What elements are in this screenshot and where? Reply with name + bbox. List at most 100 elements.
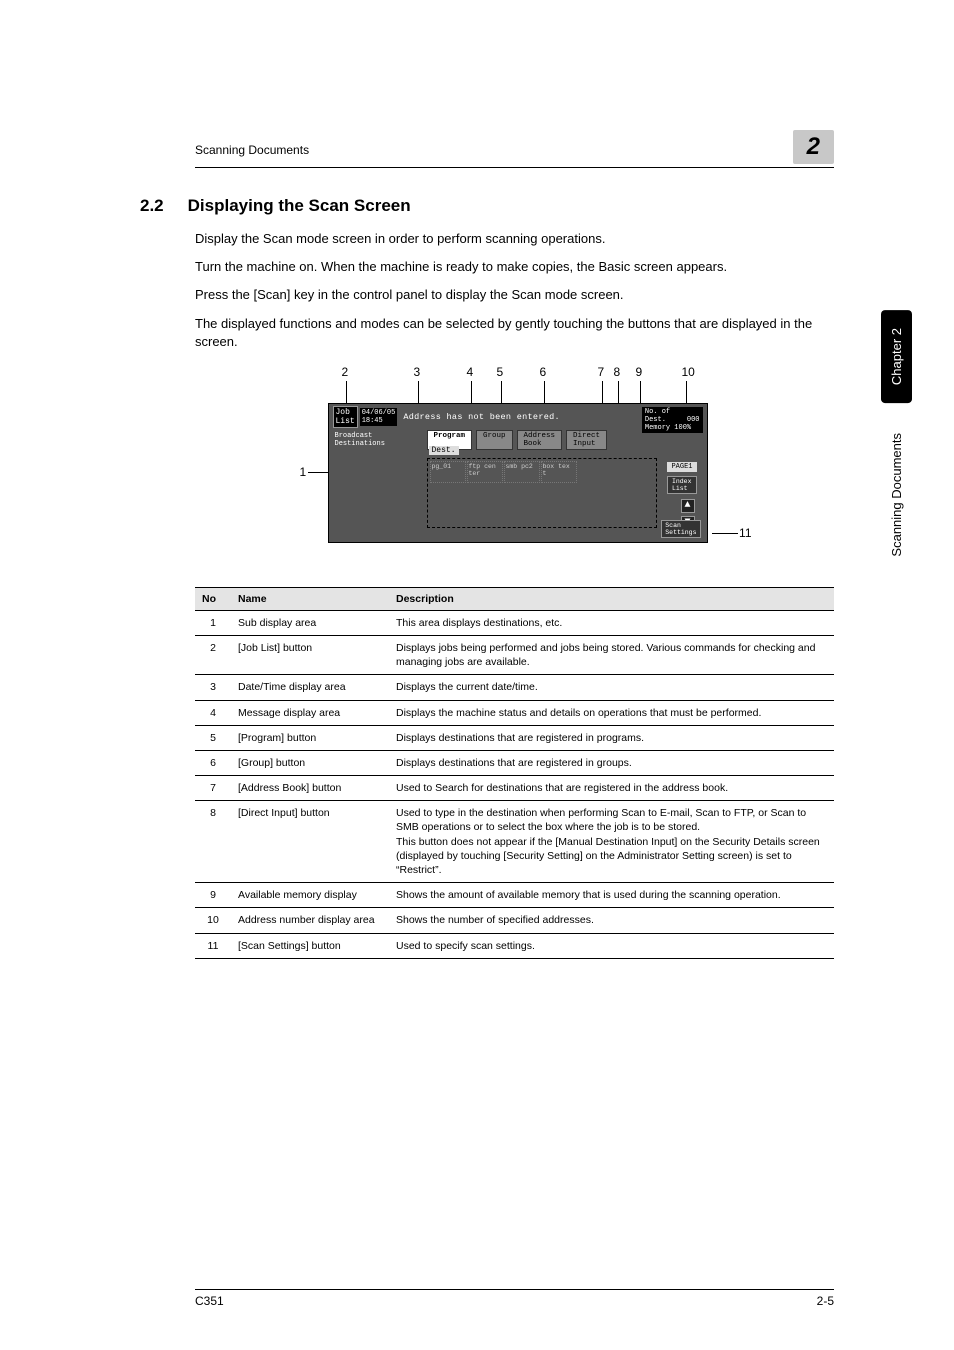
callout-11-line: [712, 533, 738, 534]
cell-no: 5: [195, 725, 231, 750]
cell-desc: Displays the machine status and details …: [389, 700, 834, 725]
job-list-button[interactable]: Job List: [333, 406, 358, 428]
scan-screen-diagram: 2345678910 1 11 Job List 04/06/05 18:45 …: [300, 365, 730, 565]
tab-direct-input[interactable]: Direct Input: [566, 430, 607, 450]
cell-name: [Direct Input] button: [231, 801, 389, 883]
callout-line-3: [418, 381, 419, 403]
destination-cells: pg_01 ftp cen ter smb pc2 box tex t: [430, 461, 577, 483]
table-row: 7[Address Book] buttonUsed to Search for…: [195, 776, 834, 801]
callout-line-6: [544, 381, 545, 403]
callout-6: 6: [540, 365, 547, 379]
memory-percent: Memory 100%: [645, 424, 700, 432]
table-row: 8[Direct Input] buttonUsed to type in th…: [195, 801, 834, 883]
cell-name: [Address Book] button: [231, 776, 389, 801]
cell-no: 8: [195, 801, 231, 883]
callout-8: 8: [614, 365, 621, 379]
callout-7: 7: [598, 365, 605, 379]
dest-cell-4[interactable]: box tex t: [541, 461, 577, 483]
callout-9: 9: [636, 365, 643, 379]
table-row: 9Available memory displayShows the amoun…: [195, 883, 834, 908]
cell-no: 9: [195, 883, 231, 908]
cell-name: Message display area: [231, 700, 389, 725]
index-list-button[interactable]: Index List: [667, 476, 697, 494]
cell-name: Date/Time display area: [231, 675, 389, 700]
callout-line-4: [471, 381, 472, 403]
cell-no: 11: [195, 933, 231, 958]
footer-pageno: 2-5: [817, 1294, 834, 1308]
th-name: Name: [231, 587, 389, 610]
lcd-screen: Job List 04/06/05 18:45 Address has not …: [328, 403, 708, 543]
cell-name: [Program] button: [231, 725, 389, 750]
dest-cell-2[interactable]: ftp cen ter: [467, 461, 503, 483]
para-1: Display the Scan mode screen in order to…: [195, 230, 834, 248]
broadcast-label: Broadcast Destinations: [335, 432, 385, 448]
cell-name: [Group] button: [231, 750, 389, 775]
cell-desc: Used to type in the destination when per…: [389, 801, 834, 883]
cell-no: 1: [195, 610, 231, 635]
cell-desc: Shows the amount of available memory tha…: [389, 883, 834, 908]
page-header: Scanning Documents 2: [195, 130, 834, 168]
cell-name: [Scan Settings] button: [231, 933, 389, 958]
callout-line-2: [346, 381, 347, 403]
table-row: 2[Job List] buttonDisplays jobs being pe…: [195, 636, 834, 675]
description-table: No Name Description 1Sub display areaThi…: [195, 587, 834, 959]
callout-line-9: [640, 381, 641, 403]
table-row: 4Message display areaDisplays the machin…: [195, 700, 834, 725]
cell-no: 7: [195, 776, 231, 801]
cell-desc: Shows the number of specified addresses.: [389, 908, 834, 933]
tab-group[interactable]: Group: [476, 430, 513, 450]
cell-desc: Displays destinations that are registere…: [389, 725, 834, 750]
cell-desc: Displays the current date/time.: [389, 675, 834, 700]
page-indicator: PAGE1: [667, 462, 696, 472]
scan-settings-button[interactable]: Scan Settings: [661, 520, 700, 538]
cell-no: 10: [195, 908, 231, 933]
callout-5: 5: [497, 365, 504, 379]
callout-1-line: [308, 472, 328, 473]
date-time-display: 04/06/05 18:45: [360, 408, 398, 426]
table-row: 5[Program] buttonDisplays destinations t…: [195, 725, 834, 750]
dest-cell-3[interactable]: smb pc2: [504, 461, 540, 483]
para-3: Press the [Scan] key in the control pane…: [195, 286, 834, 304]
dest-cell-1[interactable]: pg_01: [430, 461, 466, 483]
destinations-area: pg_01 ftp cen ter smb pc2 box tex t: [427, 458, 657, 528]
callout-line-5: [501, 381, 502, 403]
callout-line-10: [686, 381, 687, 403]
cell-name: Address number display area: [231, 908, 389, 933]
para-4: The displayed functions and modes can be…: [195, 315, 834, 351]
cell-desc: Displays destinations that are registere…: [389, 750, 834, 775]
dest-count: No. of Dest. 000: [645, 408, 700, 424]
cell-desc: This area displays destinations, etc.: [389, 610, 834, 635]
th-no: No: [195, 587, 231, 610]
callout-3: 3: [414, 365, 421, 379]
cell-desc: Used to specify scan settings.: [389, 933, 834, 958]
cell-no: 6: [195, 750, 231, 775]
callout-1: 1: [300, 465, 307, 479]
running-header: Scanning Documents: [195, 143, 309, 157]
cell-desc: Used to Search for destinations that are…: [389, 776, 834, 801]
callout-4: 4: [467, 365, 474, 379]
tab-address-book[interactable]: Address Book: [517, 430, 563, 450]
callout-10: 10: [682, 365, 695, 379]
footer-model: C351: [195, 1294, 224, 1308]
table-row: 10Address number display areaShows the n…: [195, 908, 834, 933]
side-label: Scanning Documents: [889, 433, 904, 557]
cell-no: 3: [195, 675, 231, 700]
scroll-up-icon[interactable]: ▲: [681, 499, 695, 513]
cell-name: [Job List] button: [231, 636, 389, 675]
section-number: 2.2: [140, 196, 164, 216]
th-desc: Description: [389, 587, 834, 610]
side-chapter-tab: Chapter 2 Scanning Documents: [881, 310, 912, 557]
page-footer: C351 2-5: [195, 1289, 834, 1308]
callout-line-7: [602, 381, 603, 403]
table-row: 11[Scan Settings] buttonUsed to specify …: [195, 933, 834, 958]
memory-display: No. of Dest. 000 Memory 100%: [642, 407, 703, 433]
section-heading: 2.2 Displaying the Scan Screen: [140, 196, 834, 216]
chapter-number-badge: 2: [793, 130, 834, 164]
para-2: Turn the machine on. When the machine is…: [195, 258, 834, 276]
table-row: 1Sub display areaThis area displays dest…: [195, 610, 834, 635]
cell-desc: Displays jobs being performed and jobs b…: [389, 636, 834, 675]
chapter-badge: Chapter 2: [881, 310, 912, 403]
table-row: 6[Group] buttonDisplays destinations tha…: [195, 750, 834, 775]
callout-11: 11: [739, 526, 751, 540]
cell-name: Sub display area: [231, 610, 389, 635]
